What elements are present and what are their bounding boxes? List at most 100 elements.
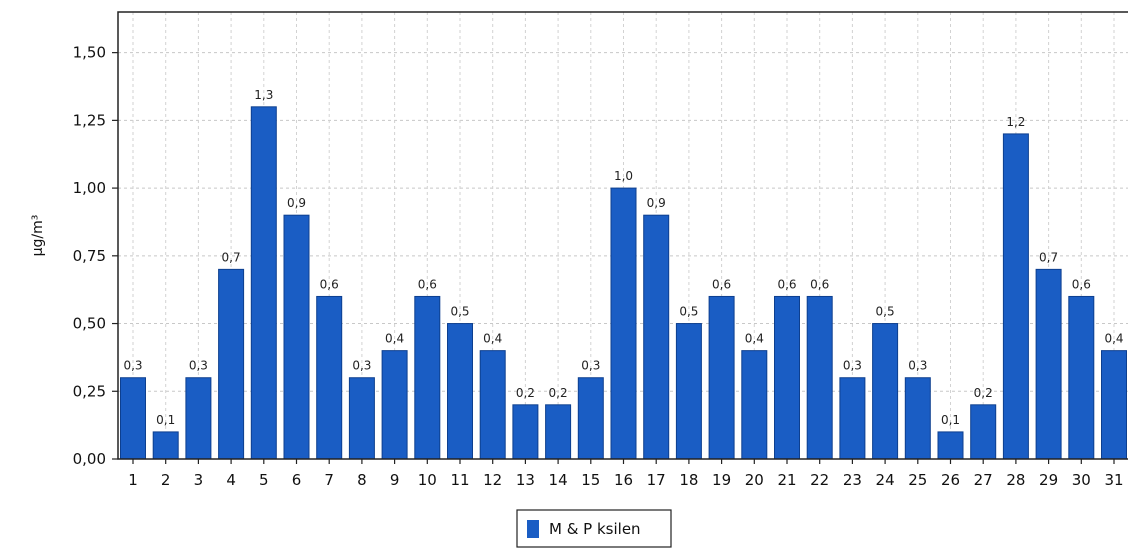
bar: [1035, 268, 1062, 460]
x-tick-label: 29: [1039, 471, 1058, 489]
x-tick-label: 22: [810, 471, 829, 489]
x-tick-label: 2: [161, 471, 171, 489]
y-tick-label: 0,00: [73, 450, 106, 468]
bar: [610, 187, 637, 460]
bar-data-label: 0,5: [876, 305, 895, 319]
x-tick-label: 6: [292, 471, 302, 489]
bar-data-label: 0,3: [352, 359, 371, 373]
bar: [283, 214, 310, 460]
bar-data-label: 1,3: [254, 88, 273, 102]
x-tick-label: 19: [712, 471, 731, 489]
bar: [937, 431, 964, 460]
x-tick-label: 14: [549, 471, 568, 489]
bar: [250, 106, 277, 460]
bar-data-label: 0,6: [320, 277, 339, 291]
y-tick-label: 1,00: [73, 179, 106, 197]
y-tick-label: 0,75: [73, 247, 106, 265]
y-tick-label: 0,25: [73, 382, 106, 400]
bar-data-label: 0,6: [1072, 277, 1091, 291]
bar-data-label: 0,2: [516, 386, 535, 400]
legend-swatch: [527, 520, 539, 538]
bar: [185, 377, 212, 460]
x-tick-label: 12: [483, 471, 502, 489]
x-axis-ticks: 1 2 3 4 5 6 7 8 9 10 11 12 13 14 15 16 17 18 19 20 21 22 23 24 2…: [128, 459, 1124, 489]
bar-data-label: 0,3: [908, 359, 927, 373]
bar-data-label: 0,3: [189, 359, 208, 373]
bar: [643, 214, 670, 460]
bar-data-label: 0,2: [549, 386, 568, 400]
x-tick-label: 8: [357, 471, 367, 489]
bar: [348, 377, 375, 460]
x-tick-label: 20: [745, 471, 764, 489]
x-tick-label: 9: [390, 471, 400, 489]
bar-data-label: 0,6: [810, 277, 829, 291]
y-tick-label: 1,25: [73, 111, 106, 129]
bar: [316, 295, 343, 460]
bar-data-label: 0,7: [1039, 250, 1058, 264]
bar-data-label: 0,1: [941, 413, 960, 427]
x-tick-label: 1: [128, 471, 138, 489]
x-tick-label: 5: [259, 471, 269, 489]
x-tick-label: 13: [516, 471, 535, 489]
bars-group: 0,3 0,1 0,3 0,7 1,3 0,9 0,6 0,3 0,4 0,6 0,5 0,4 0,2 0…: [120, 88, 1127, 460]
bar: [839, 377, 866, 460]
x-tick-label: 27: [974, 471, 993, 489]
x-tick-label: 10: [418, 471, 437, 489]
bar: [545, 404, 572, 460]
bar-data-label: 0,6: [418, 277, 437, 291]
x-tick-label: 7: [324, 471, 334, 489]
bar: [577, 377, 604, 460]
bar: [774, 295, 800, 460]
y-tick-label: 1,50: [73, 44, 106, 62]
x-tick-label: 18: [679, 471, 698, 489]
legend-label: M & P ksilen: [549, 520, 641, 538]
legend-box: [516, 509, 672, 548]
bar-data-label: 0,7: [222, 250, 241, 264]
bar: [970, 404, 997, 460]
bar: [152, 431, 179, 460]
bar-data-label: 0,4: [385, 332, 404, 346]
bar-data-label: 0,4: [483, 332, 502, 346]
x-tick-label: 15: [581, 471, 600, 489]
bar-data-label: 0,6: [712, 277, 731, 291]
bar: [1068, 295, 1095, 460]
bar-data-label: 0,5: [679, 305, 698, 319]
bar: [512, 404, 539, 460]
x-tick-label: 23: [843, 471, 862, 489]
bar-data-label: 1,0: [614, 169, 633, 183]
bar: [675, 323, 702, 460]
bar-data-label: 0,4: [1104, 332, 1123, 346]
bar: [447, 323, 473, 460]
bar: [1101, 350, 1127, 460]
x-tick-label: 28: [1006, 471, 1025, 489]
bar-data-label: 1,2: [1006, 115, 1025, 129]
x-tick-label: 17: [647, 471, 666, 489]
bar: [741, 350, 768, 460]
bar-data-label: 0,3: [123, 359, 142, 373]
bar: [479, 350, 506, 460]
x-tick-label: 31: [1104, 471, 1123, 489]
x-tick-label: 4: [226, 471, 236, 489]
x-tick-label: 24: [876, 471, 895, 489]
y-axis-ticks: 0,00 0,25 0,50 0,75 1,00 1,25 1,50: [73, 44, 118, 468]
bar-data-label: 0,3: [843, 359, 862, 373]
x-tick-label: 11: [450, 471, 469, 489]
legend: M & P ksilen: [516, 509, 672, 548]
bar-data-label: 0,2: [974, 386, 993, 400]
x-tick-label: 30: [1072, 471, 1091, 489]
bar: [806, 295, 833, 460]
x-tick-label: 26: [941, 471, 960, 489]
bar-data-label: 0,1: [156, 413, 175, 427]
bar-data-label: 0,5: [450, 305, 469, 319]
bar: [872, 323, 899, 460]
bar: [381, 350, 408, 460]
x-tick-label: 21: [777, 471, 796, 489]
bar-data-label: 0,9: [647, 196, 666, 210]
bar: [120, 377, 146, 460]
plot-frame: [117, 11, 1128, 460]
bar-data-label: 0,3: [581, 359, 600, 373]
x-tick-label: 3: [194, 471, 204, 489]
bar-data-label: 0,9: [287, 196, 306, 210]
y-tick-label: 0,50: [73, 315, 106, 333]
